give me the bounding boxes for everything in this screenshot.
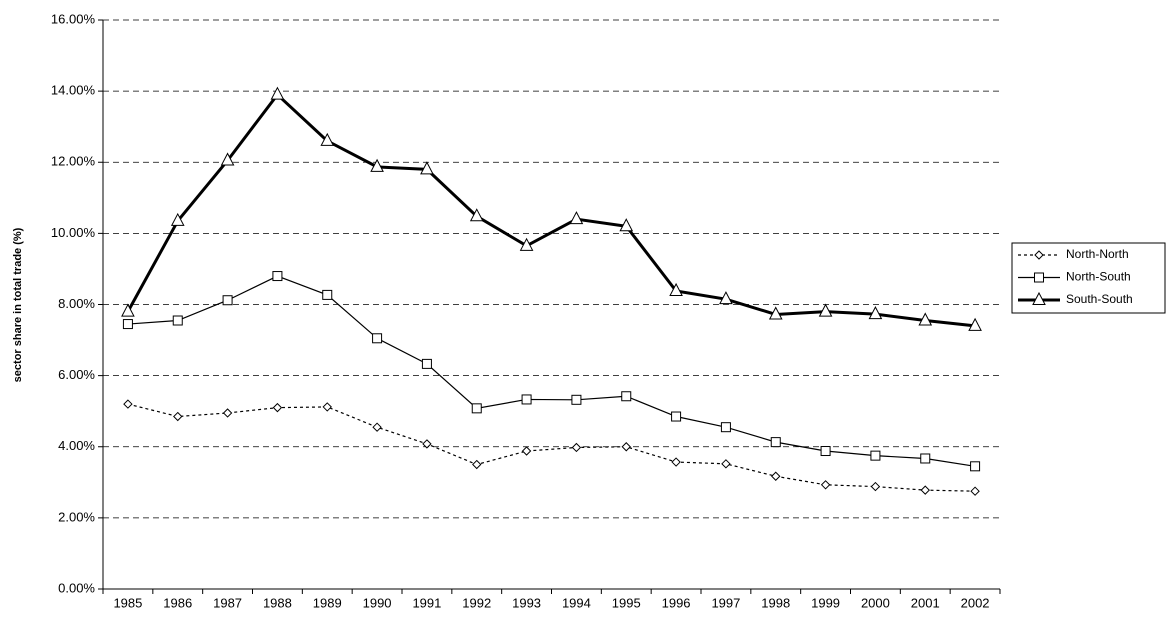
marker [820, 446, 831, 457]
marker [519, 237, 534, 251]
x-tick-label: 2000 [861, 595, 890, 610]
marker [320, 132, 335, 146]
x-tick-label: 1996 [662, 595, 691, 610]
marker [771, 471, 781, 481]
marker [222, 408, 233, 418]
x-tick-label: 1992 [462, 595, 491, 610]
marker [571, 442, 582, 453]
marker [970, 461, 981, 472]
marker [372, 333, 383, 344]
marker [422, 439, 432, 449]
marker [472, 459, 482, 470]
marker [272, 271, 283, 282]
y-axis-label: sector share in total trade (%) [12, 227, 24, 382]
marker [220, 152, 235, 166]
marker [671, 411, 682, 422]
marker [471, 403, 482, 414]
marker [571, 394, 582, 405]
marker [270, 86, 285, 100]
marker [621, 442, 631, 452]
x-tick-label: 1985 [113, 595, 142, 610]
marker [820, 480, 831, 490]
marker [671, 457, 681, 467]
x-tick-label: 1990 [363, 595, 392, 610]
y-tick-label: 10.00% [51, 225, 96, 240]
legend-label: North-South [1066, 270, 1131, 284]
legend-label: North-North [1066, 247, 1129, 261]
marker [170, 212, 185, 226]
x-tick-label: 1999 [811, 595, 840, 610]
marker [172, 315, 183, 326]
x-tick-label: 2001 [911, 595, 940, 610]
y-tick-label: 8.00% [58, 296, 95, 311]
x-tick-label: 1989 [313, 595, 342, 610]
y-tick-label: 16.00% [51, 11, 96, 26]
x-tick-label: 1986 [163, 595, 192, 610]
marker [768, 306, 783, 320]
marker [1034, 272, 1044, 283]
x-tick-label: 1997 [711, 595, 740, 610]
x-tick-label: 1995 [612, 595, 641, 610]
x-tick-label: 2002 [961, 595, 990, 610]
marker [420, 161, 434, 175]
marker [322, 289, 333, 300]
marker [970, 486, 980, 496]
marker [322, 402, 332, 412]
x-tick-label: 1994 [562, 595, 591, 610]
y-tick-label: 0.00% [58, 580, 95, 595]
marker [870, 481, 881, 492]
marker [123, 399, 133, 409]
marker [569, 211, 584, 225]
series-line [127, 403, 976, 492]
y-tick-label: 14.00% [51, 83, 96, 98]
series-line [127, 275, 976, 467]
marker [920, 485, 930, 495]
marker [272, 402, 283, 413]
legend-label: South-South [1066, 292, 1133, 306]
marker [719, 291, 733, 305]
marker [222, 295, 233, 306]
marker [721, 459, 731, 469]
marker [720, 422, 731, 433]
series-line [126, 92, 976, 328]
x-tick-label: 1988 [263, 595, 292, 610]
y-tick-label: 2.00% [58, 509, 95, 524]
marker [868, 306, 883, 320]
marker [370, 158, 384, 172]
marker [1034, 250, 1044, 260]
marker [521, 446, 532, 456]
marker [421, 358, 432, 369]
marker [521, 394, 532, 405]
y-tick-label: 12.00% [51, 154, 96, 169]
marker [173, 411, 183, 422]
marker [619, 218, 634, 232]
marker [920, 453, 931, 464]
marker [372, 422, 382, 432]
marker [121, 303, 135, 317]
marker [621, 391, 632, 402]
marker [122, 319, 133, 330]
x-tick-label: 1987 [213, 595, 242, 610]
x-tick-label: 1991 [412, 595, 441, 610]
marker [770, 437, 781, 448]
marker [870, 450, 881, 461]
marker [968, 317, 982, 331]
marker [669, 282, 683, 296]
y-tick-label: 6.00% [58, 367, 95, 382]
marker [818, 303, 833, 317]
marker [918, 312, 933, 326]
x-tick-label: 1998 [761, 595, 790, 610]
marker [1032, 291, 1046, 305]
y-tick-label: 4.00% [58, 438, 95, 453]
x-tick-label: 1993 [512, 595, 541, 610]
marker [469, 208, 484, 222]
